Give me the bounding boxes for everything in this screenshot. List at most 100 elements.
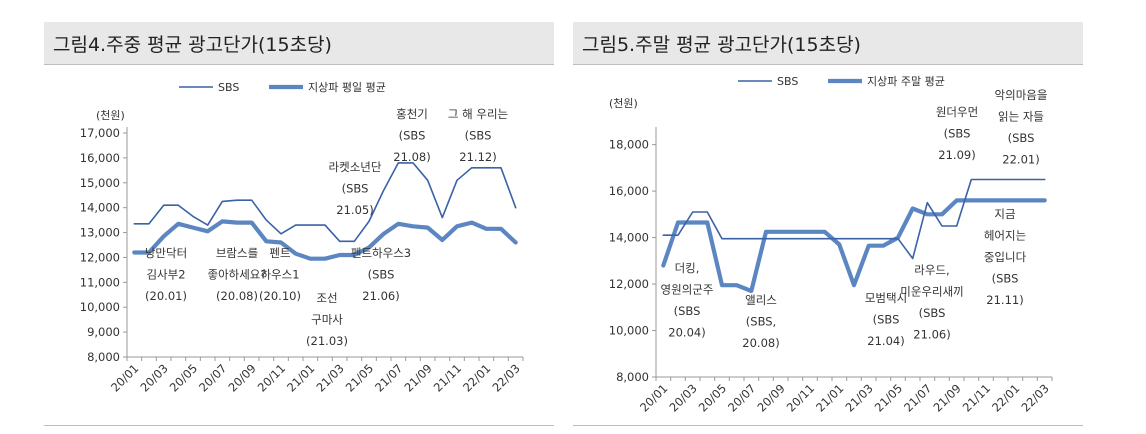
annotation-line: 21.05): [336, 203, 373, 217]
annotation-line: 중입니다: [984, 250, 1027, 264]
bottom-divider: [44, 425, 554, 426]
annotation-line: 조선: [316, 291, 337, 305]
annotation-line: 라우드,: [914, 263, 949, 277]
y-unit-label: (천원): [96, 108, 125, 122]
x-tick-label: 21/01: [813, 381, 846, 414]
annotation-line: 악의마음을: [995, 88, 1048, 102]
annotation-line: 21.06): [362, 289, 399, 303]
annotation-label: 홍천기 (SBS 21.08): [393, 107, 430, 164]
chart-title: 그림5.주말 평균 광고단가(15초당): [582, 34, 861, 56]
annotation-line: 21.08): [393, 150, 430, 164]
terrestrial-average-series-line: [661, 198, 1047, 294]
annotation-line: 미운우리새끼: [900, 285, 963, 299]
x-tick-label: 20/05: [167, 361, 200, 394]
annotation-line: 홍천기: [396, 107, 428, 121]
annotation-label: 모범택시 (SBS 21.04): [865, 291, 907, 348]
annotation-line: 21.11): [986, 293, 1023, 307]
x-tick-label: 21/11: [431, 361, 464, 394]
sbs-series-line: [133, 162, 517, 243]
annotation-line: (21.03): [306, 334, 348, 348]
annotation-label: 조선 구마사 (21.03): [306, 291, 348, 348]
annotation-line: 그 해 우리는: [448, 107, 508, 121]
chart-panel-weekend: 그림5.주말 평균 광고단가(15초당) (천원) 8,000 10,000 12,0…: [573, 0, 1085, 434]
x-tick-label: 21/03: [313, 361, 346, 394]
y-tick-label: 18,000: [609, 138, 649, 152]
annotation-label: 라켓소년단 (SBS 21.05): [329, 160, 382, 217]
annotation-line: 좋아하세요?: [207, 268, 266, 282]
x-tick-label: 21/07: [901, 381, 934, 414]
annotation-label: 라우드, 미운우리새끼 (SBS 21.06): [900, 263, 963, 342]
annotation-label: 그 해 우리는 (SBS 21.12): [448, 107, 508, 164]
sbs-series-line: [662, 178, 1046, 260]
annotation-line: 원더우먼: [936, 105, 978, 119]
annotation-line: 읽는 자들: [998, 110, 1044, 124]
x-tick-label: 22/03: [1018, 381, 1051, 414]
annotation-line: (SBS: [944, 127, 971, 141]
annotation-line: (SBS: [465, 129, 492, 143]
annotation-label: 악의마음을 읽는 자들 (SBS 22.01): [995, 88, 1048, 167]
annotation-line: 21.04): [867, 334, 904, 348]
legend-label: 지상파 평일 평균: [308, 80, 386, 94]
chart-title-bar: 그림5.주말 평균 광고단가(15초당): [573, 22, 1083, 65]
y-tick-label: 10,000: [609, 324, 649, 338]
y-tick-label: 8,000: [616, 370, 649, 384]
x-tick-label: 20/01: [637, 381, 670, 414]
x-tick-label: 20/11: [784, 381, 817, 414]
annotation-label: 브람스를 좋아하세요? (20.08): [207, 246, 266, 303]
annotation-line: 21.06): [913, 328, 950, 342]
y-tick-label: 15,000: [80, 176, 120, 190]
annotation-line: 앨리스: [745, 293, 777, 307]
annotation-line: (SBS: [919, 306, 946, 320]
annotation-line: 김사부2: [146, 268, 185, 282]
annotation-label: 지금 헤어지는 중입니다 (SBS 21.11): [984, 207, 1027, 307]
annotation-line: (SBS: [399, 129, 426, 143]
annotation-label: 펜트하우스3 (SBS 21.06): [351, 246, 411, 303]
annotation-line: 더킹,: [675, 261, 700, 275]
annotation-line: (20.01): [145, 289, 187, 303]
x-tick-label: 20/07: [725, 381, 758, 414]
y-unit-label: (천원): [609, 96, 638, 110]
annotation-label: 원더우먼 (SBS 21.09): [936, 105, 978, 162]
chart-title-bar: 그림4.주중 평균 광고단가(15초당): [44, 22, 554, 65]
y-tick-label: 10,000: [80, 300, 120, 314]
annotation-line: (SBS: [873, 313, 900, 327]
x-tick-label: 22/01: [989, 381, 1022, 414]
weekend-ad-price-chart: (천원) 8,000 10,000 12,000 14,000 16,000 18,000 2…: [609, 75, 1053, 415]
annotation-line: (SBS: [368, 268, 395, 282]
x-tick-label: 21/09: [930, 381, 963, 414]
y-tick-label: 12,000: [609, 277, 649, 291]
annotation-label: 앨리스 (SBS, 20.08): [742, 293, 779, 350]
y-tick-label: 8,000: [87, 350, 120, 364]
annotation-line: (SBS,: [746, 315, 776, 329]
annotation-line: (SBS: [342, 182, 369, 196]
x-tick-label: 22/01: [460, 361, 493, 394]
y-tick-label: 14,000: [80, 201, 120, 215]
x-tick-label: 21/03: [842, 381, 875, 414]
annotation-line: 21.12): [459, 150, 496, 164]
annotation-line: 하우스1: [260, 268, 299, 282]
x-tick-label: 20/03: [666, 381, 699, 414]
annotation-line: 모범택시: [865, 291, 907, 305]
chart-panel-weekday: 그림4.주중 평균 광고단가(15초당) (천원) 8,000 9,000 10,00…: [44, 0, 556, 434]
chart-title: 그림4.주중 평균 광고단가(15초당): [53, 34, 332, 56]
y-tick-label: 16,000: [80, 151, 120, 165]
legend-label: SBS: [777, 75, 798, 88]
y-tick-label: 12,000: [80, 250, 120, 264]
y-tick-label: 11,000: [80, 275, 120, 289]
annotation-line: 라켓소년단: [329, 160, 382, 174]
annotation-line: 브람스를: [216, 246, 258, 260]
x-tick-label: 21/01: [284, 361, 317, 394]
annotation-line: (SBS: [674, 304, 701, 318]
y-tick-label: 13,000: [80, 226, 120, 240]
x-tick-label: 21/09: [401, 361, 434, 394]
bottom-divider: [573, 425, 1083, 426]
annotation-line: 20.04): [668, 326, 705, 340]
annotation-line: 펜트: [269, 246, 290, 260]
x-tick-label: 20/09: [225, 361, 258, 394]
x-tick-label: 20/05: [696, 381, 729, 414]
annotation-label: 더킹, 영원의군주 (SBS 20.04): [661, 261, 714, 340]
annotation-line: (SBS: [992, 272, 1019, 286]
annotation-label: 낭만닥터 김사부2 (20.01): [145, 246, 187, 303]
legend-label: 지상파 주말 평균: [867, 75, 945, 88]
terrestrial-average-series-line: [132, 219, 518, 261]
